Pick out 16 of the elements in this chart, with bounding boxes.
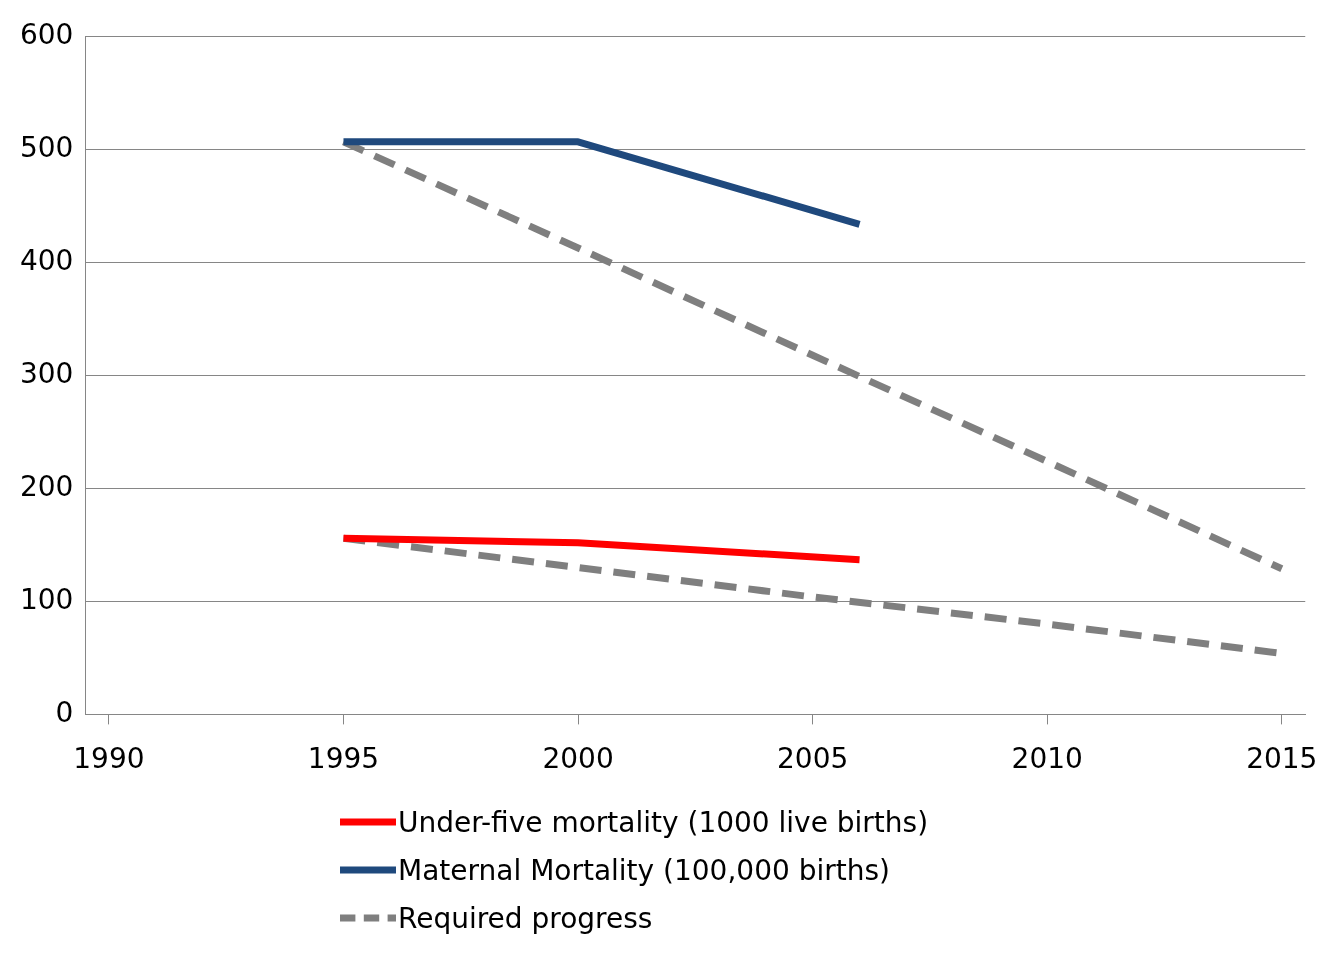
x-tick-label: 1990 (73, 742, 145, 776)
legend-label: Maternal Mortality (100,000 births) (398, 853, 890, 887)
x-tick-label: 1995 (307, 742, 380, 776)
y-tick-label: 300 (19, 356, 74, 390)
y-tick-label: 0 (55, 695, 74, 729)
x-tick-label: 2005 (777, 742, 849, 776)
y-tick-label: 200 (19, 469, 74, 503)
x-tick-label: 2000 (542, 742, 614, 776)
y-tick-label: 400 (19, 243, 74, 277)
x-tick-label: 2015 (1246, 742, 1318, 776)
y-tick-label: 500 (19, 131, 74, 165)
x-tick-label: 2010 (1011, 742, 1083, 776)
y-tick-label: 600 (19, 18, 74, 52)
legend-label: Required progress (398, 901, 653, 935)
legend-label: Under-five mortality (1000 live births) (398, 805, 929, 839)
y-tick-label: 100 (19, 582, 74, 616)
